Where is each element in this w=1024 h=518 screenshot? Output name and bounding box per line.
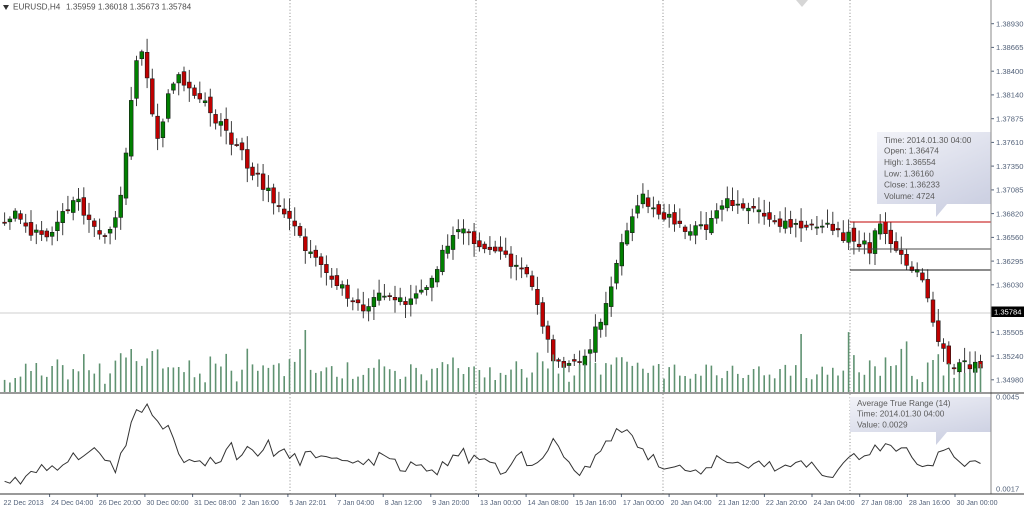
svg-text:9 Jan 20:00: 9 Jan 20:00 [432, 499, 469, 507]
svg-text:13 Jan 00:00: 13 Jan 00:00 [480, 499, 521, 507]
svg-text:15 Jan 16:00: 15 Jan 16:00 [575, 499, 616, 507]
svg-text:1.36560: 1.36560 [996, 233, 1023, 242]
svg-text:1.38930: 1.38930 [996, 20, 1023, 29]
svg-text:26 Dec 20:00: 26 Dec 20:00 [99, 499, 141, 507]
svg-text:1.38665: 1.38665 [996, 43, 1023, 52]
svg-text:20 Jan 04:00: 20 Jan 04:00 [671, 499, 712, 507]
svg-text:14 Jan 08:00: 14 Jan 08:00 [528, 499, 569, 507]
svg-text:27 Jan 08:00: 27 Jan 08:00 [861, 499, 902, 507]
svg-text:2 Jan 16:00: 2 Jan 16:00 [242, 499, 279, 507]
svg-text:0.0017: 0.0017 [996, 485, 1019, 494]
svg-text:28 Jan 16:00: 28 Jan 16:00 [909, 499, 950, 507]
svg-text:17 Jan 00:00: 17 Jan 00:00 [623, 499, 664, 507]
svg-text:EURUSD,H4: EURUSD,H4 [13, 3, 61, 12]
svg-text:Low: 1.36160: Low: 1.36160 [884, 168, 934, 178]
svg-text:1.35240: 1.35240 [996, 352, 1023, 361]
svg-text:21 Jan 12:00: 21 Jan 12:00 [718, 499, 759, 507]
svg-text:1.36030: 1.36030 [996, 281, 1023, 290]
svg-text:1.37875: 1.37875 [996, 115, 1023, 124]
svg-text:Close: 1.36233: Close: 1.36233 [884, 180, 940, 190]
svg-text:31 Dec 08:00: 31 Dec 08:00 [194, 499, 236, 507]
svg-text:24 Jan 04:00: 24 Jan 04:00 [814, 499, 855, 507]
svg-text:22 Dec 2013: 22 Dec 2013 [4, 499, 44, 507]
svg-text:Average True Range (14): Average True Range (14) [857, 398, 951, 408]
svg-text:7 Jan 04:00: 7 Jan 04:00 [337, 499, 374, 507]
svg-text:24 Dec 04:00: 24 Dec 04:00 [51, 499, 93, 507]
svg-text:1.35784: 1.35784 [994, 307, 1021, 316]
svg-text:30 Dec 00:00: 30 Dec 00:00 [146, 499, 188, 507]
svg-text:1.34980: 1.34980 [996, 376, 1023, 385]
svg-text:1.36295: 1.36295 [996, 257, 1023, 266]
svg-text:1.35959 1.36018 1.35673 1.3578: 1.35959 1.36018 1.35673 1.35784 [66, 3, 192, 12]
svg-text:Volume: 4724: Volume: 4724 [884, 191, 935, 201]
svg-text:8 Jan 12:00: 8 Jan 12:00 [385, 499, 422, 507]
svg-text:Open: 1.36474: Open: 1.36474 [884, 146, 939, 156]
svg-text:Time: 2014.01.30 04:00: Time: 2014.01.30 04:00 [884, 135, 972, 145]
svg-text:5 Jan 22:01: 5 Jan 22:01 [289, 499, 326, 507]
svg-text:0.0045: 0.0045 [996, 393, 1019, 402]
svg-text:30 Jan 00:00: 30 Jan 00:00 [957, 499, 998, 507]
svg-text:1.37350: 1.37350 [996, 162, 1023, 171]
svg-text:1.38140: 1.38140 [996, 91, 1023, 100]
svg-text:1.37085: 1.37085 [996, 186, 1023, 195]
svg-text:High: 1.36554: High: 1.36554 [884, 157, 936, 167]
svg-text:1.35505: 1.35505 [996, 328, 1023, 337]
svg-text:1.38400: 1.38400 [996, 67, 1023, 76]
svg-text:22 Jan 20:00: 22 Jan 20:00 [766, 499, 807, 507]
svg-text:Time: 2014.01.30 04:00: Time: 2014.01.30 04:00 [857, 409, 945, 419]
svg-text:1.37610: 1.37610 [996, 138, 1023, 147]
svg-text:1.36820: 1.36820 [996, 209, 1023, 218]
svg-text:Value: 0.0029: Value: 0.0029 [857, 420, 908, 430]
